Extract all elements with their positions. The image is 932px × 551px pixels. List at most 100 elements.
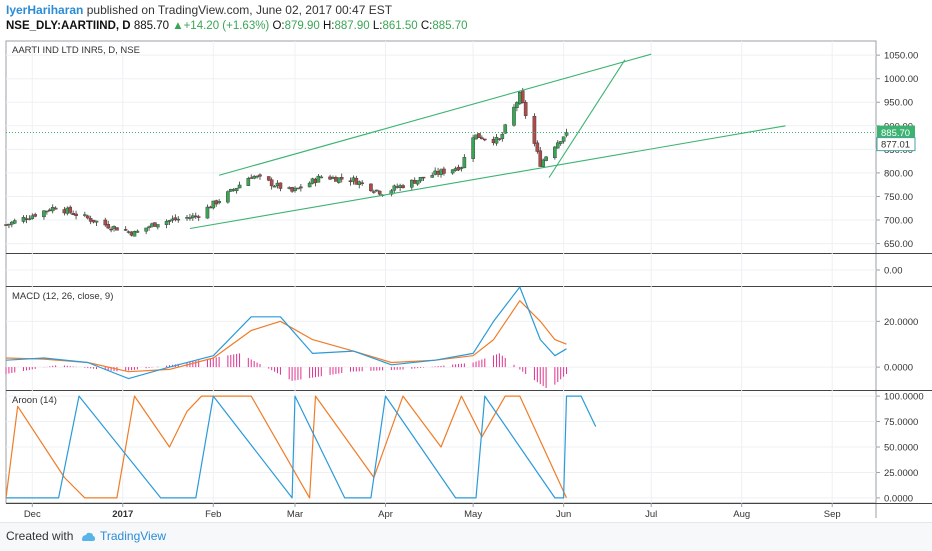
candle-body xyxy=(7,223,11,226)
candle-body xyxy=(430,175,435,178)
last-price: 885.70 xyxy=(133,20,169,32)
low-label: L: xyxy=(372,20,383,32)
high-value: 887.90 xyxy=(334,20,370,32)
candle-body xyxy=(299,186,303,189)
candle-body xyxy=(293,187,297,191)
trendline xyxy=(548,59,626,178)
candle-body xyxy=(147,226,151,228)
candle-body xyxy=(494,137,499,144)
price-axis-tick-label: 950.00 xyxy=(884,98,913,109)
candle-body xyxy=(553,146,557,159)
candle-body xyxy=(167,220,172,222)
time-tick-label: Mar xyxy=(287,509,303,520)
trendline xyxy=(218,53,652,176)
time-tick-label: Apr xyxy=(378,509,393,520)
time-tick-label: 2017 xyxy=(112,509,133,520)
time-tick-label: Feb xyxy=(205,509,221,520)
candle-body xyxy=(389,190,394,195)
last-price-badge-label: 885.70 xyxy=(881,128,910,139)
aroon-axis-tick-label: 25.0000 xyxy=(884,468,918,479)
candle-body xyxy=(296,187,300,190)
candle-body xyxy=(512,106,516,126)
up-arrow-icon: ▲ xyxy=(172,20,184,32)
candle-body xyxy=(115,227,119,231)
candle-body xyxy=(471,137,475,159)
price-axis-tick-label: 1050.00 xyxy=(884,51,918,62)
aroon-pane-title: Aroon (14) xyxy=(12,395,57,406)
candle-body xyxy=(401,185,405,188)
candle-body xyxy=(103,219,108,226)
macd-axis-tick-label: 20.0000 xyxy=(884,317,918,328)
candle-body xyxy=(337,177,341,183)
candle-body xyxy=(211,200,216,209)
open-value: 879.90 xyxy=(284,20,320,32)
candle-body xyxy=(33,214,37,217)
candle-body xyxy=(217,201,221,204)
candle-body xyxy=(272,185,277,188)
chart-header: IyerHariharan published on TradingView.c… xyxy=(6,2,926,34)
candle-body xyxy=(164,221,169,225)
candle-body xyxy=(538,150,543,167)
candle-body xyxy=(369,183,373,192)
high-label: H: xyxy=(323,20,335,32)
change-value: +14.20 (+1.63%) xyxy=(183,20,270,32)
trendline-value-badge xyxy=(876,137,916,152)
trendline xyxy=(189,125,786,230)
candle-body xyxy=(156,224,160,228)
aroon-axis-tick-label: 75.0000 xyxy=(884,417,918,428)
candle-body xyxy=(144,227,148,232)
candle-body xyxy=(421,176,426,179)
candle-body xyxy=(535,142,540,152)
candle-body xyxy=(132,231,137,237)
candle-body xyxy=(237,184,242,189)
price-axis-tick-label: 800.00 xyxy=(884,168,913,179)
candle-body xyxy=(319,176,324,179)
candle-body xyxy=(316,175,321,183)
candle-body xyxy=(374,189,379,192)
price-axis-tick-label: 650.00 xyxy=(884,239,913,250)
author-link[interactable]: IyerHariharan xyxy=(6,3,84,17)
candle-body xyxy=(83,214,87,216)
candle-body xyxy=(520,90,525,103)
candle-body xyxy=(418,177,423,182)
time-tick-label: Jun xyxy=(556,509,571,520)
aroon-up-line xyxy=(5,395,568,499)
candle-body xyxy=(392,185,397,191)
candle-body xyxy=(42,210,46,218)
candle-body xyxy=(193,215,198,218)
time-tick-label: Jul xyxy=(645,509,657,520)
trading-chart[interactable]: Dec 2017 Feb Mar Apr May Jun Jul Aug Sep 650.00 700… xyxy=(0,35,932,522)
candle-body xyxy=(564,132,569,136)
candle-body xyxy=(27,218,32,221)
candle-body xyxy=(255,175,259,178)
candle-body xyxy=(30,215,35,219)
candle-body xyxy=(88,218,93,222)
time-tick-label: Aug xyxy=(733,509,750,520)
candle-body xyxy=(269,179,274,187)
close-value: 885.70 xyxy=(432,20,468,32)
tradingview-brand-link[interactable]: TradingView xyxy=(100,529,167,543)
candle-body xyxy=(234,187,239,192)
aroon-axis-tick-label: 0.0000 xyxy=(884,493,913,504)
candle-body xyxy=(266,176,271,181)
candle-body xyxy=(205,206,210,219)
candle-body xyxy=(372,191,376,193)
candle-body xyxy=(544,156,548,161)
candle-body xyxy=(360,182,364,184)
tradingview-logo-icon xyxy=(82,532,95,541)
candle-body xyxy=(246,178,251,186)
publish-info: published on TradingView.com, June 02, 2… xyxy=(86,3,393,17)
candle-body xyxy=(226,191,230,203)
candle-body xyxy=(415,180,420,185)
created-with-label: Created with xyxy=(6,529,74,543)
candle-body xyxy=(339,177,344,180)
candle-body xyxy=(480,137,484,140)
macd-signal-line xyxy=(5,300,567,373)
open-label: O: xyxy=(272,20,285,32)
candle-body xyxy=(442,168,446,174)
candle-body xyxy=(541,159,545,167)
empty-pane-axis-tick-label: 0.00 xyxy=(884,266,903,277)
candle-body xyxy=(555,142,560,149)
price-pane-title: AARTI IND LTD INR5, D, NSE xyxy=(12,45,140,56)
low-value: 861.50 xyxy=(382,20,418,32)
